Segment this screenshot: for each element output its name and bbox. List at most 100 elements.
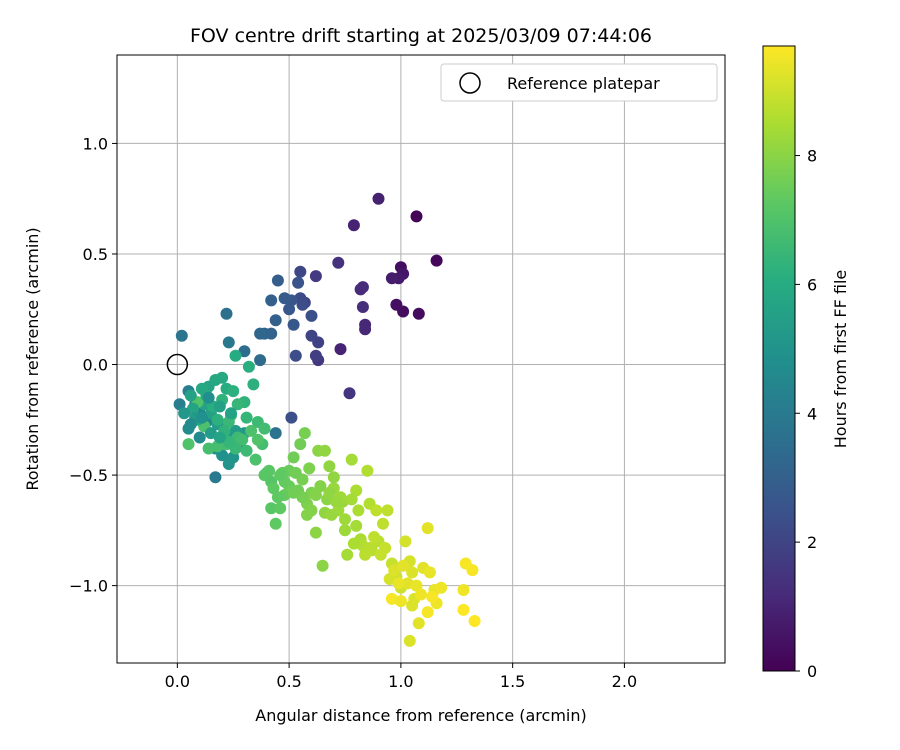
data-point [343, 387, 356, 400]
data-point [341, 548, 354, 561]
data-point [287, 451, 300, 464]
data-point [466, 564, 479, 577]
data-point [289, 349, 302, 362]
data-point [410, 210, 423, 223]
data-point [301, 508, 313, 521]
x-axis-label: Angular distance from reference (arcmin) [255, 706, 586, 725]
colorbar-tick-label: 0 [807, 662, 817, 681]
x-tick-label: 0.5 [276, 672, 301, 691]
data-point [397, 559, 410, 572]
reference-marker [166, 353, 189, 376]
data-point [309, 349, 322, 362]
data-point [347, 219, 360, 232]
data-point [457, 584, 470, 596]
data-point [289, 466, 302, 479]
data-point [225, 407, 237, 420]
data-point [339, 524, 351, 537]
data-point [222, 336, 235, 349]
data-point [294, 265, 307, 278]
data-point [195, 411, 208, 424]
data-point [269, 314, 282, 327]
data-point [254, 327, 267, 340]
data-point [283, 303, 296, 316]
x-axis-ticks: 0.0 0.5 1.0 1.5 2.0 [165, 663, 637, 691]
x-tick-label: 0.0 [165, 672, 190, 691]
data-point [305, 309, 318, 322]
data-point [296, 298, 309, 311]
data-point [370, 504, 383, 517]
data-point [202, 442, 215, 455]
data-point [332, 256, 345, 269]
plot-frame [116, 54, 726, 664]
data-point [222, 435, 235, 448]
data-point [421, 606, 434, 619]
data-point [421, 522, 434, 535]
data-point [236, 433, 249, 446]
data-point [220, 307, 233, 320]
data-point [388, 564, 401, 577]
data-point [265, 294, 278, 307]
data-point [175, 329, 188, 342]
data-point [213, 400, 226, 413]
data-point [182, 438, 195, 451]
data-point [213, 431, 226, 444]
data-point [309, 489, 322, 501]
y-axis-label: Rotation from reference (arcmin) [23, 227, 42, 490]
data-point [247, 378, 260, 391]
x-tick-label: 1.5 [500, 672, 525, 691]
data-point [240, 444, 253, 457]
data-point [238, 345, 251, 358]
data-point [339, 513, 351, 526]
data-point [390, 298, 403, 311]
data-point [193, 431, 206, 444]
data-point [287, 318, 300, 331]
data-point [394, 595, 407, 608]
data-point [251, 433, 264, 446]
data-point [173, 398, 186, 411]
colorbar-tick-label: 6 [807, 275, 817, 294]
data-point [318, 444, 331, 457]
data-point [327, 471, 340, 484]
data-point [245, 424, 258, 437]
legend-box [440, 63, 718, 102]
y-tick-label: −1.0 [69, 577, 108, 596]
data-point [227, 385, 240, 398]
data-point [347, 537, 360, 550]
colorbar-tick-label: 4 [807, 404, 817, 423]
data-point [274, 502, 287, 515]
data-point [356, 301, 369, 313]
data-point [303, 462, 316, 475]
data-point [415, 588, 427, 601]
data-point [274, 469, 287, 482]
data-point [330, 495, 343, 508]
data-point [385, 592, 398, 605]
data-point [392, 577, 405, 590]
data-point [374, 548, 387, 561]
data-point [184, 389, 197, 402]
data-point [296, 491, 309, 504]
data-point [254, 354, 267, 367]
colorbar-tick-label: 2 [807, 533, 817, 552]
x-tick-label: 1.0 [388, 672, 413, 691]
data-point [468, 615, 481, 627]
data-point [231, 398, 244, 411]
data-point [381, 504, 394, 517]
legend-reference-marker [459, 72, 481, 94]
data-point [294, 438, 307, 451]
data-point [426, 590, 439, 603]
data-point [356, 281, 369, 294]
data-point [287, 486, 300, 499]
data-point [430, 254, 443, 267]
data-point [403, 634, 416, 647]
data-points [173, 192, 481, 647]
data-point [399, 535, 412, 548]
data-point [457, 603, 470, 616]
data-point [271, 274, 284, 287]
data-point [292, 276, 305, 289]
data-point [410, 579, 423, 592]
data-point [316, 559, 329, 572]
data-point [350, 484, 363, 497]
data-point [372, 192, 385, 205]
data-point [406, 566, 419, 579]
reference-point-marker [166, 353, 189, 376]
